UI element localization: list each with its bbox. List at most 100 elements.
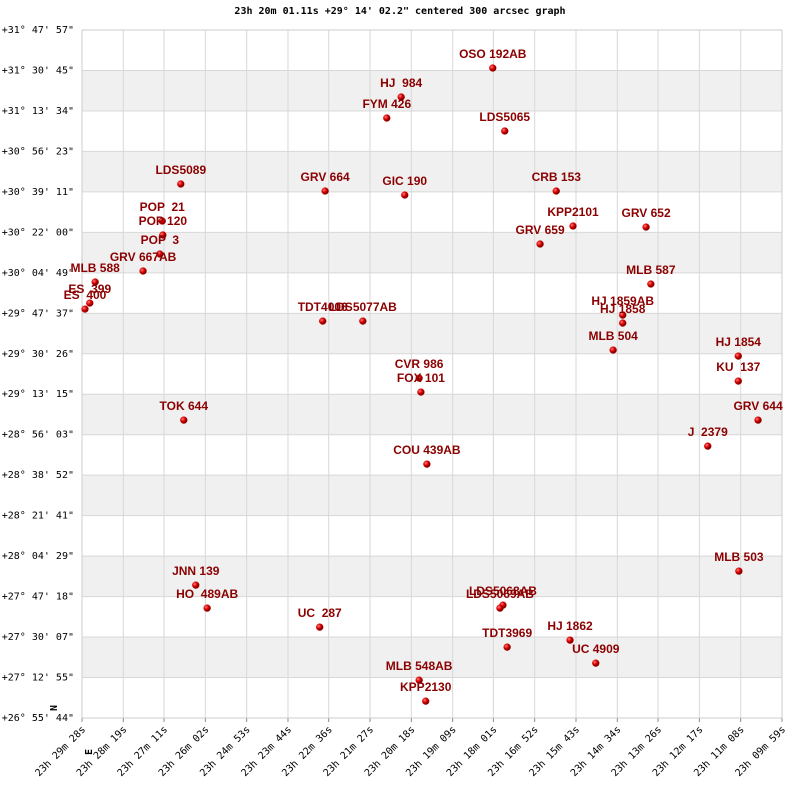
star-label: LDS5068AB — [469, 584, 537, 598]
star — [203, 604, 211, 612]
band — [82, 232, 782, 273]
star — [642, 223, 650, 231]
star-label: OSO 192AB — [459, 47, 527, 61]
star-label: MLB 504 — [588, 329, 638, 343]
star-label: HJ 1854 — [716, 335, 762, 349]
star-label: ES 399 — [68, 282, 111, 296]
star — [754, 416, 762, 424]
star-label: CRB 153 — [532, 170, 582, 184]
star-label: TDT4006 — [298, 300, 348, 314]
star-label: HO 489AB — [176, 587, 238, 601]
y-tick-label: +30° 56' 23" — [2, 146, 74, 157]
star-label: POP 120 — [139, 214, 188, 228]
star — [619, 319, 627, 327]
star-label: GRV 652 — [621, 206, 670, 220]
star — [569, 222, 577, 230]
star-label: JNN 139 — [172, 564, 220, 578]
star-label: POP 3 — [141, 233, 180, 247]
star — [552, 187, 560, 195]
star-label: LDS5077AB — [329, 300, 397, 314]
star — [401, 191, 409, 199]
star-label: LDS5069AB — [466, 587, 534, 601]
star-label: MLB 548AB — [386, 659, 453, 673]
star-label: TOK 644 — [160, 399, 209, 413]
star-label: FOX 101 — [397, 371, 445, 385]
band — [82, 637, 782, 678]
star — [180, 416, 188, 424]
star — [735, 567, 743, 575]
star — [489, 64, 497, 72]
star-label: HJ 1862 — [547, 619, 593, 633]
y-tick-label: +31° 13' 34" — [2, 106, 74, 117]
star — [319, 317, 327, 325]
star-label: ES 400 — [64, 288, 107, 302]
y-tick-label: +28° 21' 41" — [2, 511, 74, 522]
y-tick-label: +29° 47' 37" — [2, 308, 74, 319]
star-label: UC 287 — [298, 606, 342, 620]
star — [422, 697, 430, 705]
star — [619, 311, 627, 319]
star — [156, 250, 164, 258]
y-tick-label: +31° 30' 45" — [2, 65, 74, 76]
star — [423, 460, 431, 468]
band — [82, 394, 782, 435]
band — [82, 151, 782, 192]
star — [158, 217, 166, 225]
north-label: N — [49, 705, 60, 711]
y-tick-label: +27° 47' 18" — [2, 592, 74, 603]
y-tick-label: +28° 38' 52" — [2, 470, 74, 481]
star — [536, 240, 544, 248]
star — [496, 604, 504, 612]
star-label: J 2379 — [688, 425, 728, 439]
star — [609, 346, 617, 354]
star-label: KU 137 — [716, 360, 760, 374]
star — [734, 377, 742, 385]
y-tick-label: +29° 13' 15" — [2, 389, 74, 400]
star — [566, 636, 574, 644]
star — [734, 352, 742, 360]
star-label: UC 4909 — [572, 642, 620, 656]
y-tick-label: +28° 56' 03" — [2, 430, 74, 441]
star-label: MLB 588 — [70, 261, 120, 275]
y-tick-label: +30° 39' 11" — [2, 187, 74, 198]
star — [81, 305, 89, 313]
y-tick-label: +29° 30' 26" — [2, 349, 74, 360]
star — [417, 388, 425, 396]
star-label: MLB 503 — [714, 550, 764, 564]
star — [177, 180, 185, 188]
star — [415, 676, 423, 684]
star-label: HJ 1859AB — [591, 294, 654, 308]
y-tick-label: +31° 47' 57" — [2, 25, 74, 36]
star — [359, 317, 367, 325]
star-label: HJ 1858 — [600, 302, 646, 316]
star — [397, 93, 405, 101]
y-tick-label: +27° 12' 55" — [2, 673, 74, 684]
star-label: GRV 664 — [301, 170, 350, 184]
star-label: POP 21 — [140, 200, 185, 214]
star-label: FYM 426 — [362, 97, 411, 111]
star-label: KPP2101 — [547, 205, 599, 219]
star — [383, 114, 391, 122]
y-tick-label: +27° 30' 07" — [2, 632, 74, 643]
y-tick-label: +30° 04' 49" — [2, 268, 74, 279]
star — [503, 643, 511, 651]
star — [704, 442, 712, 450]
star — [159, 231, 167, 239]
east-label: E — [84, 749, 95, 755]
star-label: GRV 659 — [516, 223, 565, 237]
star — [192, 581, 200, 589]
star-label: TDT3969 — [482, 626, 532, 640]
star — [91, 278, 99, 286]
y-tick-label: +26° 55' 44" — [2, 713, 74, 724]
star — [86, 299, 94, 307]
chart-title: 23h 20m 01.11s +29° 14' 02.2" centered 3… — [234, 6, 565, 17]
band — [82, 556, 782, 597]
band — [82, 475, 782, 516]
star-label: CVR 986 — [395, 357, 444, 371]
star — [501, 127, 509, 135]
star-label: MLB 587 — [626, 263, 676, 277]
star-label: LDS5065 — [479, 110, 530, 124]
star-label: GRV 667AB — [110, 250, 177, 264]
star-label: GIC 190 — [382, 174, 427, 188]
star — [415, 374, 423, 382]
